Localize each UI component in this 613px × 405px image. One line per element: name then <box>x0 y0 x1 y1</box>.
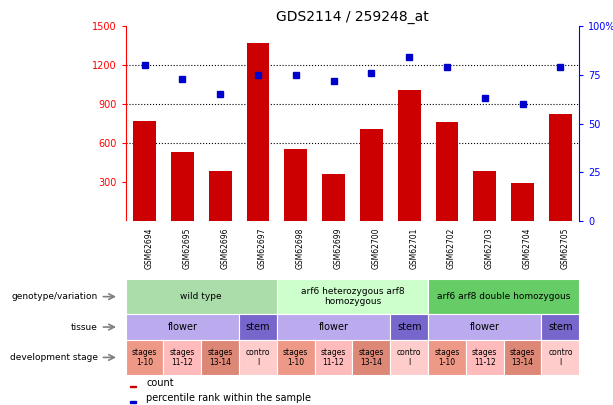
Bar <box>284 149 307 221</box>
Text: GSM62701: GSM62701 <box>409 228 418 269</box>
Bar <box>398 90 421 221</box>
Text: stages
13-14: stages 13-14 <box>359 348 384 367</box>
Text: GSM62705: GSM62705 <box>560 228 569 269</box>
Text: stages
11-12: stages 11-12 <box>321 348 346 367</box>
Text: flower: flower <box>319 322 349 332</box>
Text: contro
l: contro l <box>548 348 573 367</box>
Bar <box>322 174 345 221</box>
Bar <box>436 122 459 221</box>
Text: contro
l: contro l <box>246 348 270 367</box>
Text: GSM62697: GSM62697 <box>258 228 267 269</box>
Text: genotype/variation: genotype/variation <box>12 292 98 301</box>
Text: stem: stem <box>548 322 573 332</box>
Bar <box>130 401 135 403</box>
Bar <box>209 171 232 221</box>
Bar <box>360 129 383 221</box>
Bar <box>133 121 156 221</box>
Text: GSM62696: GSM62696 <box>220 228 229 269</box>
Bar <box>246 43 269 221</box>
Text: stages
11-12: stages 11-12 <box>170 348 195 367</box>
Text: wild type: wild type <box>180 292 222 301</box>
Text: flower: flower <box>167 322 197 332</box>
Bar <box>473 171 496 221</box>
Text: GSM62699: GSM62699 <box>333 228 343 269</box>
Text: GSM62695: GSM62695 <box>183 228 191 269</box>
Text: GSM62698: GSM62698 <box>295 228 305 269</box>
Text: GSM62704: GSM62704 <box>522 228 531 269</box>
Text: stages
13-14: stages 13-14 <box>207 348 233 367</box>
Text: count: count <box>146 378 173 388</box>
Text: arf6 arf8 double homozygous: arf6 arf8 double homozygous <box>437 292 570 301</box>
Bar <box>171 152 194 221</box>
Text: GSM62700: GSM62700 <box>371 228 381 269</box>
Text: stages
13-14: stages 13-14 <box>510 348 535 367</box>
Bar <box>549 115 572 221</box>
Bar <box>130 386 135 387</box>
Text: tissue: tissue <box>71 322 98 332</box>
Bar <box>511 183 534 221</box>
Title: GDS2114 / 259248_at: GDS2114 / 259248_at <box>276 10 429 24</box>
Text: GSM62703: GSM62703 <box>485 228 494 269</box>
Text: flower: flower <box>470 322 500 332</box>
Text: stages
1-10: stages 1-10 <box>283 348 308 367</box>
Text: GSM62694: GSM62694 <box>145 228 154 269</box>
Text: development stage: development stage <box>10 353 98 362</box>
Text: percentile rank within the sample: percentile rank within the sample <box>146 393 311 403</box>
Text: arf6 heterozygous arf8
homozygous: arf6 heterozygous arf8 homozygous <box>300 287 405 306</box>
Text: stem: stem <box>246 322 270 332</box>
Text: GSM62702: GSM62702 <box>447 228 456 269</box>
Text: stem: stem <box>397 322 421 332</box>
Text: stages
1-10: stages 1-10 <box>434 348 460 367</box>
Text: stages
1-10: stages 1-10 <box>132 348 158 367</box>
Text: contro
l: contro l <box>397 348 421 367</box>
Text: stages
11-12: stages 11-12 <box>472 348 498 367</box>
